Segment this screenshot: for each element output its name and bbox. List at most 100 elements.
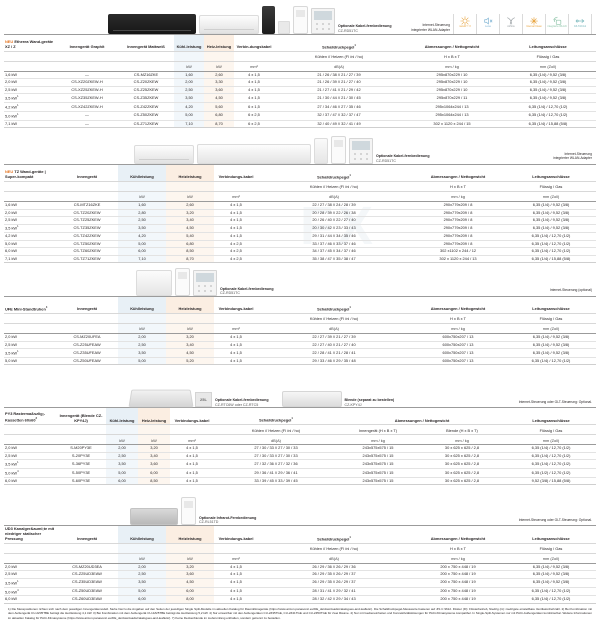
accessory-caption-py3-panel: Blende (separat zu bestellen) CZ-KPY4J xyxy=(345,398,395,408)
table-row: 3,5 kW1 CS-Z35UD3EAW 3,50 4,50 4 x 1,5 26 / 2… xyxy=(4,577,596,588)
table-row: 5,0 kW4 CS-Z50UD3EAW 5,00 6,00 4 x 1,5 28 / 3… xyxy=(4,586,596,596)
side-panel-dark-image xyxy=(262,6,275,34)
table-row: 2,0 kW CS-TZ20ZKEW 2,80 3,20 4 x 1,5 20 / 28 … xyxy=(4,208,596,217)
accessory-name: Blende (separat zu bestellen) xyxy=(344,397,395,402)
section-title-text: TZ Wand-geräte | Super-kompakt xyxy=(5,169,46,180)
table-row: 5,0 kW4 S-50PY3E 5,00 6,00 4 x 1,5 29 / 36 / … xyxy=(4,468,597,478)
product-strip-etherea: Optionale Kabel-fernbedienung CZ-RD51TC … xyxy=(4,0,596,34)
size-tag-icon: 25L xyxy=(195,392,212,408)
unit-mm2: mm² xyxy=(234,61,274,72)
col-sound: Schalldruckpegel1 xyxy=(258,164,410,183)
col-sound-sub: Kühlen // Heizen (Fl /ni / ho) xyxy=(274,51,404,62)
table-row: 5,0 kW CS-TZ50ZKEW 5,00 6,80 4 x 2,5 33 / 37 … xyxy=(4,239,596,248)
table-row: 5,0 kW1— CS-Z50ZKEW 5,00 6,80 6 x 2,5 32 / 37… xyxy=(4,110,596,121)
accessory-caption-tz: Optionale Kabel-fernbedienung CZ-RD51TC xyxy=(376,154,430,164)
col-cable: Verbindungs-kabel xyxy=(214,296,258,315)
accessory-name: Optionale Kabel-fernbedienung xyxy=(215,397,269,402)
table-row: 4,2 kW CS-TZ42ZKEW 4,20 5,40 4 x 1,5 29 / 31 … xyxy=(4,232,596,241)
col-sound-sub: Kühlen // Heizen (Fl /ni / ho) xyxy=(258,181,410,193)
col-cable: Verbindungs-kabel xyxy=(214,525,258,544)
col-cable: Verbindungs-kabel xyxy=(170,407,214,426)
section-title-tz: NEU TZ Wand-geräte | Super-kompakt xyxy=(4,164,56,183)
col-dims-sub: H x B x T xyxy=(410,181,506,193)
col-heat: Heiz-leistung xyxy=(138,407,170,426)
table-body-ud3: 2,0 kW CS-MZ20UD3EA 2,00 3,20 4 x 1,5 26 / 29… xyxy=(4,562,596,604)
col-conn: Leitungsanschlüsse xyxy=(500,34,596,52)
clean-icon xyxy=(529,15,539,26)
accessory-caption-py3-remote: Optionale Kabel-fernbedienung CZ-RTC6W o… xyxy=(215,398,269,408)
col-sound: Schalldruckpegel1 xyxy=(258,296,410,315)
wifi-adapter-icon xyxy=(552,15,563,26)
table-ud3: UD3 Kanalger&auml;te mit niedriger stati… xyxy=(4,525,596,604)
nanoe-x-icon xyxy=(460,15,470,26)
col-cool: Kühl-leistung xyxy=(174,34,204,52)
table-row: 3,5 kW1 CS-Z35UFEAW 3,50 4,50 4 x 1,5 22 / 28… xyxy=(4,348,596,358)
quiet-mode-icon xyxy=(483,15,493,26)
accessory-caption-ufe: Optionale Kabel-fernbedienung CZ-RD51TC xyxy=(220,287,274,297)
icon-quiet-mode[interactable]: Leise xyxy=(476,14,499,34)
section-title-text: UD3 Kanalger&auml;te mit niedriger stati… xyxy=(5,526,55,542)
col-sound: Schalldruckpegel1 xyxy=(258,525,410,544)
small-module-image xyxy=(278,21,290,34)
accessory-caption-etherea: Optionale Kabel-fernbedienung CZ-RD51TC xyxy=(338,24,392,34)
col-heat: Heizleistung xyxy=(166,164,214,183)
icon-label: Leise xyxy=(485,25,491,28)
col-dims: Abmessungen / Nettogewicht xyxy=(338,407,507,426)
accessory-name: Optionale Kabel-fernbedienung xyxy=(220,286,274,291)
col-sound: Schalldruckpegel1 xyxy=(274,34,404,52)
table-row: 1,6 kW CS-MTZ16ZKE 1,60 2,60 4 x 1,5 22 / 27 … xyxy=(4,201,596,210)
table-row: 6,0 kW S-60PY3E 6,00 8,50 4 x 1,5 33 / 39 / 4… xyxy=(4,476,597,486)
wired-remote-image xyxy=(311,8,335,34)
col-conn: Leitungsanschlüsse xyxy=(506,407,597,426)
wall-unit-white-image xyxy=(199,15,259,34)
product-strip-py3: 25L Optionale Kabel-fernbedienung CZ-RTC… xyxy=(4,365,596,408)
wlan-note-tz: Internet-Steuerung integrierter WLAN-Ada… xyxy=(553,152,592,161)
col-sound: Schalldruckpegel1 xyxy=(214,407,338,426)
section-title-text: UFE Mini-Standtruhen xyxy=(5,306,46,312)
icon-label: CZ-TACG1 xyxy=(573,25,587,28)
icon-internal-clean[interactable]: Internal Clean xyxy=(522,14,545,34)
internet-note-py3: Internet-Steuerung oder GLT-Steuerung: O… xyxy=(518,400,592,405)
table-body-ufe: 2,0 kW CS-MZ20UFEA 2,00 3,20 4 x 1,5 22 / 27 … xyxy=(4,333,596,366)
table-row: 2,0 kW CS-MZ20UFEA 2,00 3,20 4 x 1,5 22 / 27 … xyxy=(4,333,596,342)
icon-label: Airflow xyxy=(507,25,515,28)
col-indoor-mattweiss: Innengerät Mattweiß xyxy=(118,34,174,52)
table-row: 2,5 kW CS-Z25UD3EAW 2,50 3,60 4 x 1,5 26 / 29… xyxy=(4,570,596,579)
table-body-tz: 1,6 kW CS-MTZ16ZKE 1,60 2,60 4 x 1,5 22 / 27 … xyxy=(4,201,596,264)
floor-unit-image xyxy=(136,270,172,297)
table-tz: NEU TZ Wand-geräte | Super-kompakt Innen… xyxy=(4,164,596,264)
col-dims: Abmessungen / Nettogewicht xyxy=(410,525,506,544)
table-row: 4,2 kW1 CS-XZ42ZKEW-H CS-Z42ZKEW 4,20 5,60 6 … xyxy=(4,102,596,112)
icon-usb-connect[interactable]: CZ-TACG1 xyxy=(568,14,592,34)
icon-nanoe-x[interactable]: nanoe™ X xyxy=(453,14,476,34)
table-row: 3,5 kW1 CS-TZ35ZKEW 3,50 4,50 4 x 1,5 20 / 30… xyxy=(4,223,596,233)
wired-remote-image xyxy=(193,270,217,297)
usb-connect-icon xyxy=(575,15,586,26)
wired-remote-image xyxy=(349,138,373,165)
side-panel-white-image xyxy=(314,138,328,165)
product-strip-ud3: Optionale Infrarot-Fernbedienung CZ-RL51… xyxy=(4,485,596,526)
catalog-page: FX Optionale Kabel-fernbedienung CZ-RD51… xyxy=(4,0,597,620)
section-title-ufe: UFE Mini-Standtruhen4 xyxy=(4,296,56,315)
footnote-text: 1) Die Messpositionen richten sich nach … xyxy=(8,606,592,620)
col-heat: Heizleistung xyxy=(166,525,214,544)
wall-unit-tz-large-image xyxy=(197,144,311,165)
section-title-etherea: NEU Etherea Wand-geräte XZ / Z xyxy=(4,34,56,52)
table-row: 3,5 kW1 CS-XZ35ZKEW-H CS-Z35ZKEW 3,50 4,50 4 … xyxy=(4,93,596,103)
col-indoor-blende: Innengerät (Blende CZ-KPY4J) xyxy=(56,407,106,426)
icon-air-flow[interactable]: Airflow xyxy=(499,14,522,34)
table-row: 2,5 kW CS-TZ25ZKEW 2,50 3,40 4 x 1,5 20 / 26 … xyxy=(4,216,596,225)
section-title-ud3: UD3 Kanalger&auml;te mit niedriger stati… xyxy=(4,525,56,544)
accessory-name: Optionale Infrarot-Fernbedienung xyxy=(199,515,257,520)
unit-kw: kW xyxy=(174,61,204,72)
icon-label: nanoe™ X xyxy=(459,25,471,28)
table-row: 2,0 kW S-M20PY3E 2,00 3,20 4 x 1,5 27 / 30 / … xyxy=(4,444,597,453)
unit-kw: kW xyxy=(204,61,234,72)
ir-remote-image xyxy=(175,268,190,297)
table-row: 7,1 kW — CS-Z71ZKEW 7,10 8,70 6 x 2,5 32 / 40 … xyxy=(4,119,596,129)
col-dims-indoor: Innengerät (H x B x T) xyxy=(338,424,418,436)
col-dims-blende: Blende (H x B x T) xyxy=(418,424,507,436)
accessory-model: CZ-RD51TC xyxy=(220,291,240,296)
wall-unit-tz-small-image xyxy=(134,145,194,165)
icon-wifi-adapter[interactable]: integrierte WLAN xyxy=(545,14,568,34)
